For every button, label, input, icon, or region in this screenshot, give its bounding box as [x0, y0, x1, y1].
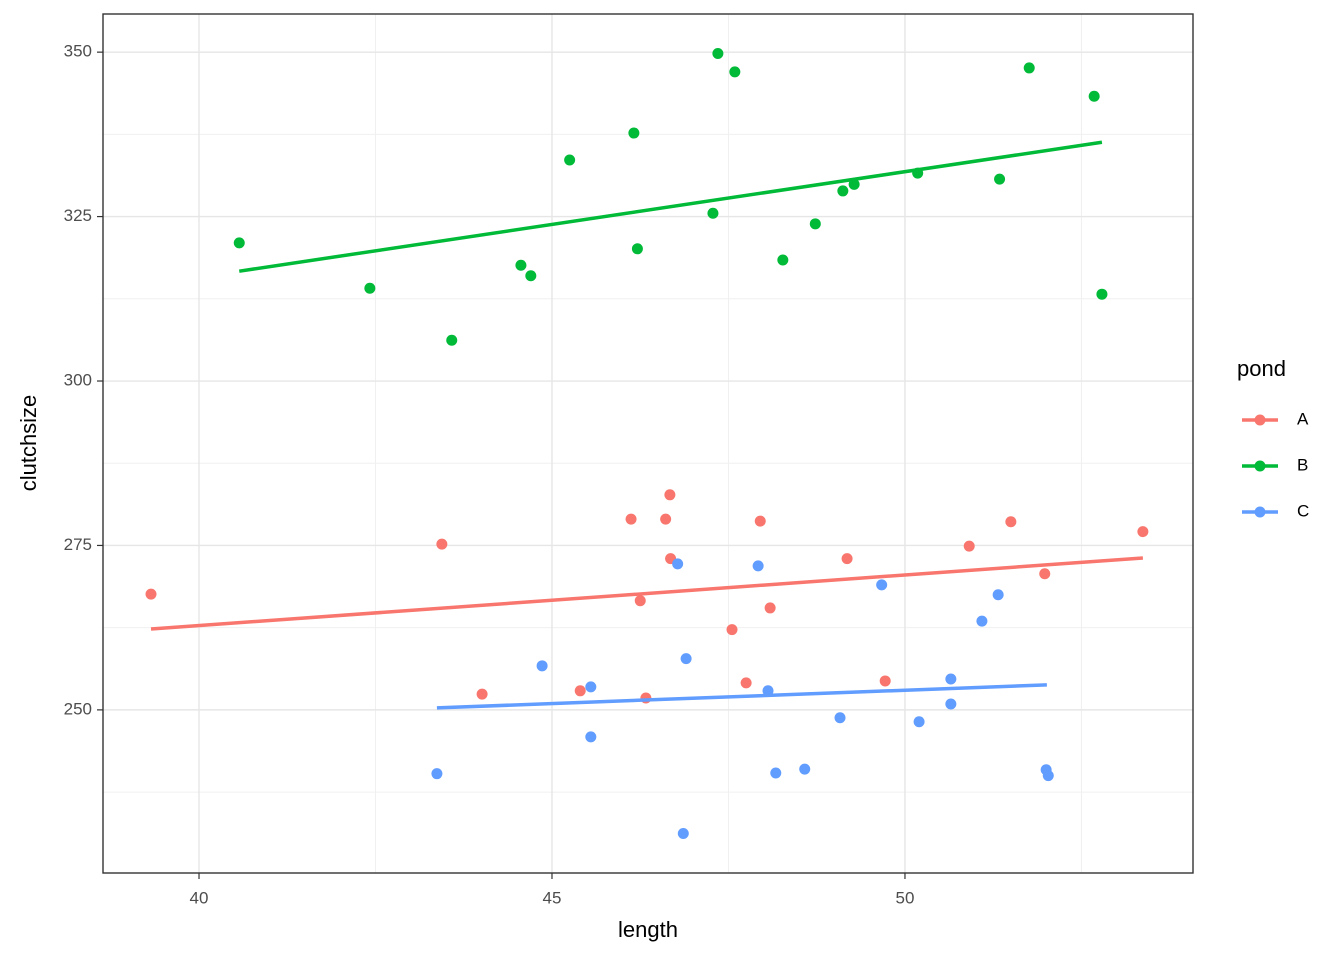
- fit-line: [436, 683, 1047, 710]
- point: [436, 538, 448, 550]
- point: [476, 688, 488, 700]
- point: [945, 698, 957, 710]
- point: [729, 66, 741, 78]
- fit-line: [150, 556, 1144, 631]
- point: [672, 558, 684, 570]
- point: [628, 127, 640, 139]
- point: [660, 513, 672, 525]
- point: [536, 660, 548, 672]
- point: [876, 579, 888, 591]
- point: [677, 828, 689, 840]
- point: [834, 712, 846, 724]
- point: [809, 218, 821, 230]
- y-axis-title: clutchsize: [16, 395, 41, 492]
- point: [1088, 90, 1100, 102]
- point: [992, 589, 1004, 601]
- point: [752, 560, 764, 572]
- point: [680, 653, 692, 665]
- legend-label: A: [1297, 409, 1309, 428]
- point: [837, 185, 849, 197]
- point: [431, 768, 443, 780]
- point: [913, 716, 925, 728]
- point: [1096, 288, 1108, 300]
- point: [233, 237, 245, 249]
- point: [634, 595, 646, 607]
- legend-title: pond: [1237, 356, 1286, 381]
- point: [976, 615, 988, 627]
- point: [841, 553, 853, 565]
- x-tick-label: 50: [896, 888, 915, 907]
- point: [777, 254, 789, 266]
- y-tick-label: 325: [64, 206, 92, 225]
- point: [726, 624, 738, 636]
- point: [1005, 516, 1017, 528]
- point: [1023, 62, 1035, 74]
- point: [145, 588, 157, 600]
- point: [945, 673, 957, 685]
- point: [707, 207, 719, 219]
- y-tick-label: 350: [64, 42, 92, 61]
- point: [1039, 568, 1051, 580]
- panel-border: [102, 13, 1194, 874]
- point: [1042, 770, 1054, 782]
- x-tick-label: 45: [543, 888, 562, 907]
- legend-key-point: [1254, 414, 1266, 426]
- point: [712, 47, 724, 59]
- point: [664, 489, 676, 501]
- point: [574, 685, 586, 697]
- point: [625, 513, 637, 525]
- y-tick-label: 300: [64, 370, 92, 389]
- y-tick-label: 250: [64, 699, 92, 718]
- legend-label: C: [1297, 501, 1309, 520]
- point: [740, 677, 752, 689]
- point: [446, 334, 458, 346]
- point: [585, 681, 597, 693]
- x-axis-title: length: [618, 917, 678, 942]
- legend-key-point: [1254, 460, 1266, 472]
- legend-key-point: [1254, 506, 1266, 518]
- point: [1137, 526, 1149, 538]
- fit-line: [238, 140, 1103, 273]
- point: [799, 763, 811, 775]
- point: [585, 731, 597, 743]
- point: [764, 602, 776, 614]
- point: [631, 243, 643, 255]
- point: [364, 282, 376, 294]
- point: [879, 675, 891, 687]
- point: [848, 178, 860, 190]
- legend-label: B: [1297, 455, 1308, 474]
- x-tick-label: 40: [190, 888, 209, 907]
- point: [994, 173, 1006, 185]
- y-tick-label: 275: [64, 535, 92, 554]
- point: [564, 154, 576, 166]
- point: [754, 515, 766, 527]
- point: [770, 767, 782, 779]
- point: [963, 540, 975, 552]
- point: [525, 270, 537, 282]
- point: [515, 259, 527, 271]
